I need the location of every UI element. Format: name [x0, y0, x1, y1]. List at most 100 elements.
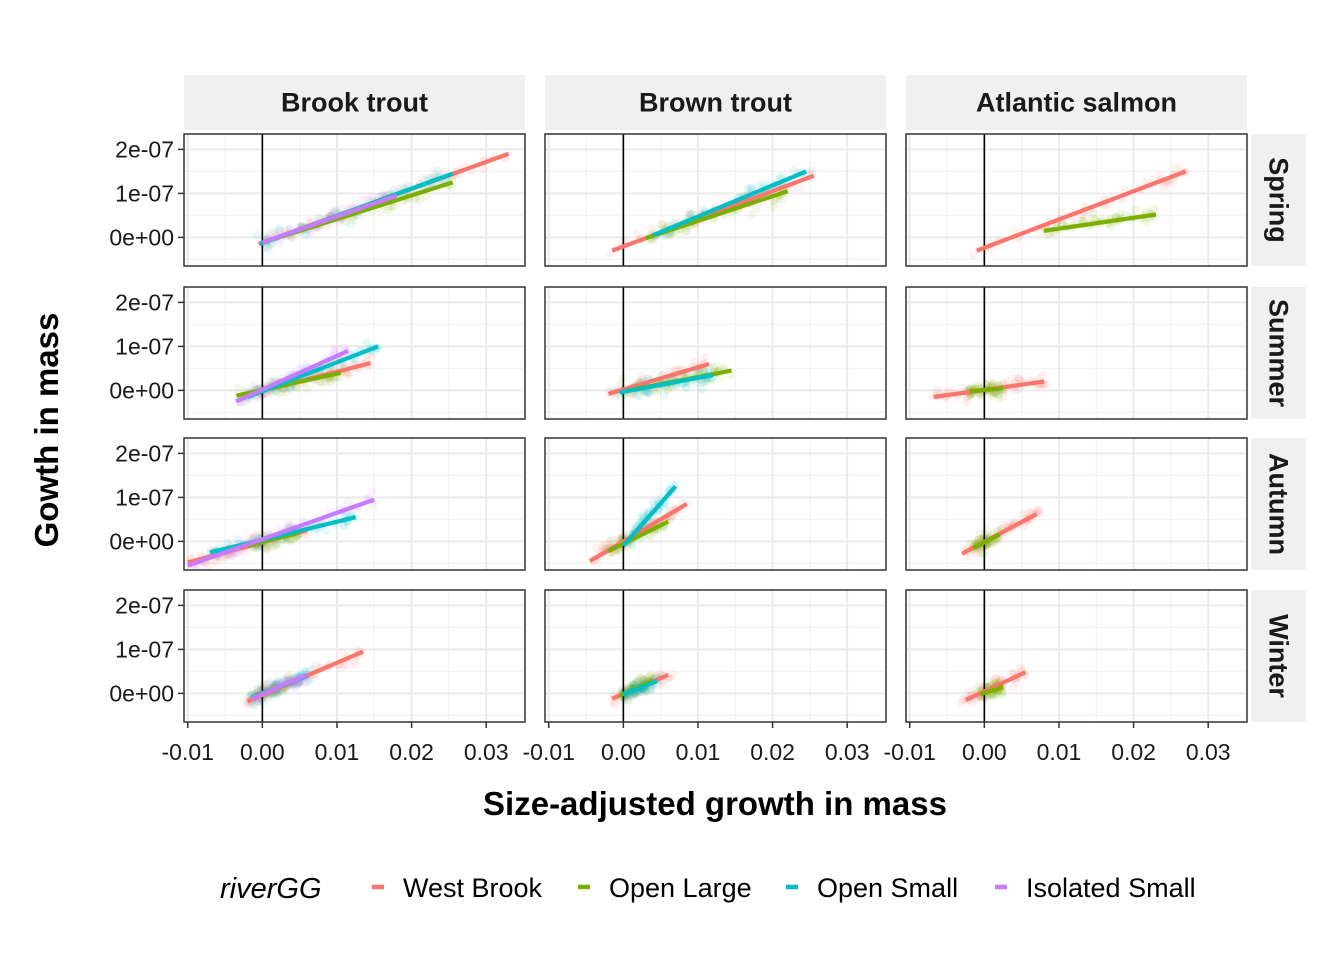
column-strip-label: Brook trout	[281, 88, 428, 118]
data-point	[263, 693, 273, 703]
data-point	[321, 378, 331, 388]
data-point	[957, 698, 967, 708]
data-point	[959, 694, 969, 704]
data-point	[1165, 178, 1175, 188]
facet-panel	[905, 437, 1248, 571]
data-point	[278, 687, 288, 697]
data-point	[997, 690, 1007, 700]
data-point	[709, 362, 719, 372]
panel-border	[183, 133, 526, 267]
y-axis-title: Gowth in mass	[28, 313, 65, 548]
data-point	[973, 380, 983, 390]
data-point	[283, 519, 293, 529]
data-point	[606, 535, 616, 545]
data-point	[807, 165, 817, 175]
facet-panel	[183, 437, 526, 571]
data-point	[300, 666, 310, 676]
data-point	[338, 648, 348, 658]
data-point	[635, 673, 645, 683]
panel-plot-area	[906, 134, 1247, 266]
legend-label: West Brook	[403, 873, 543, 903]
data-point	[699, 366, 709, 376]
row-strip	[1251, 438, 1306, 570]
data-point	[302, 384, 312, 394]
x-tick-label: 0.02	[750, 739, 795, 765]
panel-background	[545, 590, 886, 722]
data-point	[262, 679, 272, 689]
fit-line-west-brook	[964, 670, 1027, 702]
data-point	[349, 215, 359, 225]
data-point	[1037, 370, 1047, 380]
fit-line-open-small	[622, 679, 658, 697]
data-point	[639, 687, 649, 697]
data-point	[1014, 373, 1024, 383]
panel-plot-area	[545, 590, 886, 722]
data-point	[986, 377, 996, 387]
data-point	[281, 387, 291, 397]
data-point	[635, 390, 645, 400]
data-point	[648, 497, 658, 507]
data-point	[326, 376, 336, 386]
data-point	[963, 392, 973, 402]
data-point	[795, 183, 805, 193]
data-point	[338, 520, 348, 530]
y-tick-label: 0e+00	[109, 224, 174, 250]
facet-panel	[544, 133, 887, 267]
data-point	[1175, 163, 1185, 173]
x-tick-label: 0.00	[601, 739, 646, 765]
facet-panel	[544, 437, 887, 571]
data-point	[751, 203, 761, 213]
data-point	[984, 677, 994, 687]
data-point	[758, 179, 768, 189]
data-point	[646, 224, 656, 234]
data-point	[609, 697, 619, 707]
panel-border	[905, 133, 1248, 267]
data-point	[272, 388, 282, 398]
data-point	[244, 533, 254, 543]
data-point	[415, 194, 425, 204]
data-point	[976, 391, 986, 401]
fit-line-open-small	[619, 372, 714, 395]
data-point	[646, 669, 656, 679]
data-point	[684, 208, 694, 218]
data-point	[1131, 204, 1141, 214]
data-point	[274, 238, 284, 248]
data-point	[249, 531, 259, 541]
panel-border	[544, 133, 887, 267]
panel-border	[905, 437, 1248, 571]
x-tick-label: 0.02	[389, 739, 434, 765]
data-point	[272, 676, 282, 686]
data-point	[1016, 663, 1026, 673]
data-point	[991, 690, 1001, 700]
panel-plot-area	[906, 287, 1247, 419]
data-point	[743, 184, 753, 194]
data-point	[974, 529, 984, 539]
panel-border	[544, 589, 887, 723]
data-point	[339, 520, 349, 530]
y-tick-label: 1e-07	[115, 180, 174, 206]
facet-panel	[544, 589, 887, 723]
fit-line-open-large	[1043, 212, 1157, 233]
column-strip-label: Brown trout	[639, 88, 792, 118]
data-point	[272, 539, 282, 549]
data-point	[993, 389, 1003, 399]
data-point	[430, 169, 440, 179]
x-tick-label: 0.00	[240, 739, 285, 765]
data-point	[332, 344, 342, 354]
data-point	[623, 696, 633, 706]
data-point	[619, 694, 629, 704]
data-point	[321, 525, 331, 535]
data-point	[636, 675, 646, 685]
data-point	[1008, 682, 1018, 692]
data-point	[690, 357, 700, 367]
data-point	[390, 202, 400, 212]
y-tick-label: 1e-07	[115, 333, 174, 359]
facet-panel	[183, 589, 526, 723]
data-point	[220, 553, 230, 563]
data-point	[361, 338, 371, 348]
y-tick-label: 0e+00	[109, 377, 174, 403]
data-point	[988, 691, 998, 701]
data-point	[981, 379, 991, 389]
data-point	[288, 534, 298, 544]
data-point	[262, 543, 272, 553]
